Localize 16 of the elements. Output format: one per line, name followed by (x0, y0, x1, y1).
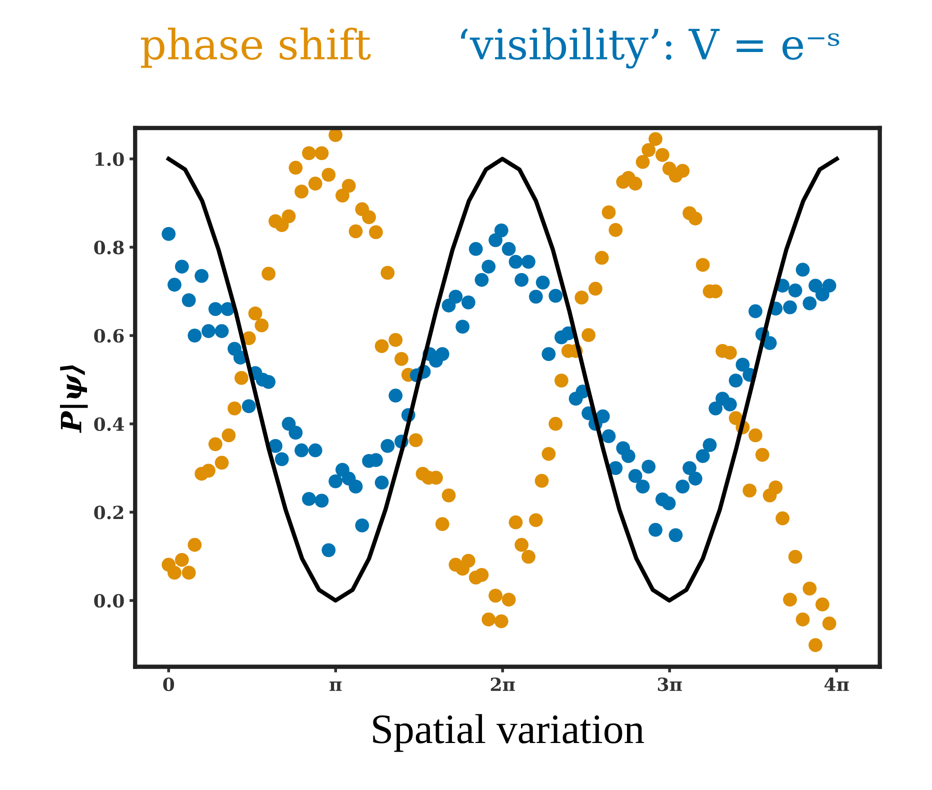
y-tick-label: 0.0 (94, 594, 124, 608)
x-tick-label: 0 (163, 677, 174, 692)
line-series (166, 156, 839, 603)
y-tick-label: 0.8 (94, 240, 124, 254)
y-tick-label: 0.2 (94, 506, 124, 520)
x-tick-label: 3π (658, 677, 682, 692)
text: ‘visibility’: V = e⁻ˢ (460, 28, 840, 69)
y-tick-label: 0.6 (94, 329, 124, 343)
y-axis-title: P|ψ⟩ (60, 365, 88, 433)
y-tick-label: 0.4 (94, 417, 124, 431)
series-label: phase shift (141, 28, 371, 68)
x-axis-title: Spatial variation (373, 714, 644, 752)
x-tick-label: 4π (824, 677, 849, 691)
y-tick-label: 1.0 (96, 152, 124, 166)
x-tick-label: π (330, 682, 342, 691)
x-tick-label: 2π (490, 677, 515, 691)
